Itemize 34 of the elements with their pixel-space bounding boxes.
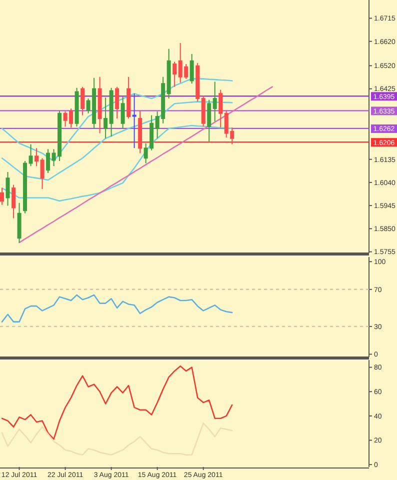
- candlestick: [74, 87, 79, 127]
- candlestick: [201, 95, 206, 127]
- candlestick: [126, 76, 131, 119]
- candlestick: [12, 184, 16, 219]
- line-series: [18, 86, 274, 244]
- candlestick: [0, 188, 4, 206]
- candlestick: [218, 89, 223, 128]
- candlestick: [28, 144, 33, 167]
- candlestick: [40, 158, 44, 190]
- candlestick: [166, 48, 171, 100]
- line-series: [1, 365, 233, 440]
- candlestick: [138, 110, 142, 154]
- candlestick: [34, 148, 39, 167]
- line-series: [1, 294, 233, 322]
- candlestick: [120, 96, 125, 129]
- candlestick: [115, 86, 120, 119]
- candlestick: [23, 160, 28, 214]
- candlestick: [98, 76, 102, 134]
- candlestick: [132, 93, 136, 149]
- candlestick: [109, 87, 114, 137]
- candlestick: [6, 171, 10, 206]
- candlestick: [17, 202, 22, 244]
- line-series: [1, 124, 233, 202]
- candlestick: [46, 148, 50, 174]
- candlestick: [196, 62, 200, 102]
- line-series: [1, 422, 233, 456]
- candlestick: [207, 99, 212, 142]
- candlestick: [80, 86, 85, 116]
- candlestick: [172, 61, 177, 88]
- candlestick: [104, 97, 108, 139]
- candlestick: [212, 81, 217, 122]
- line-series: [1, 78, 233, 162]
- candlestick: [190, 54, 194, 84]
- line-series: [1, 101, 233, 181]
